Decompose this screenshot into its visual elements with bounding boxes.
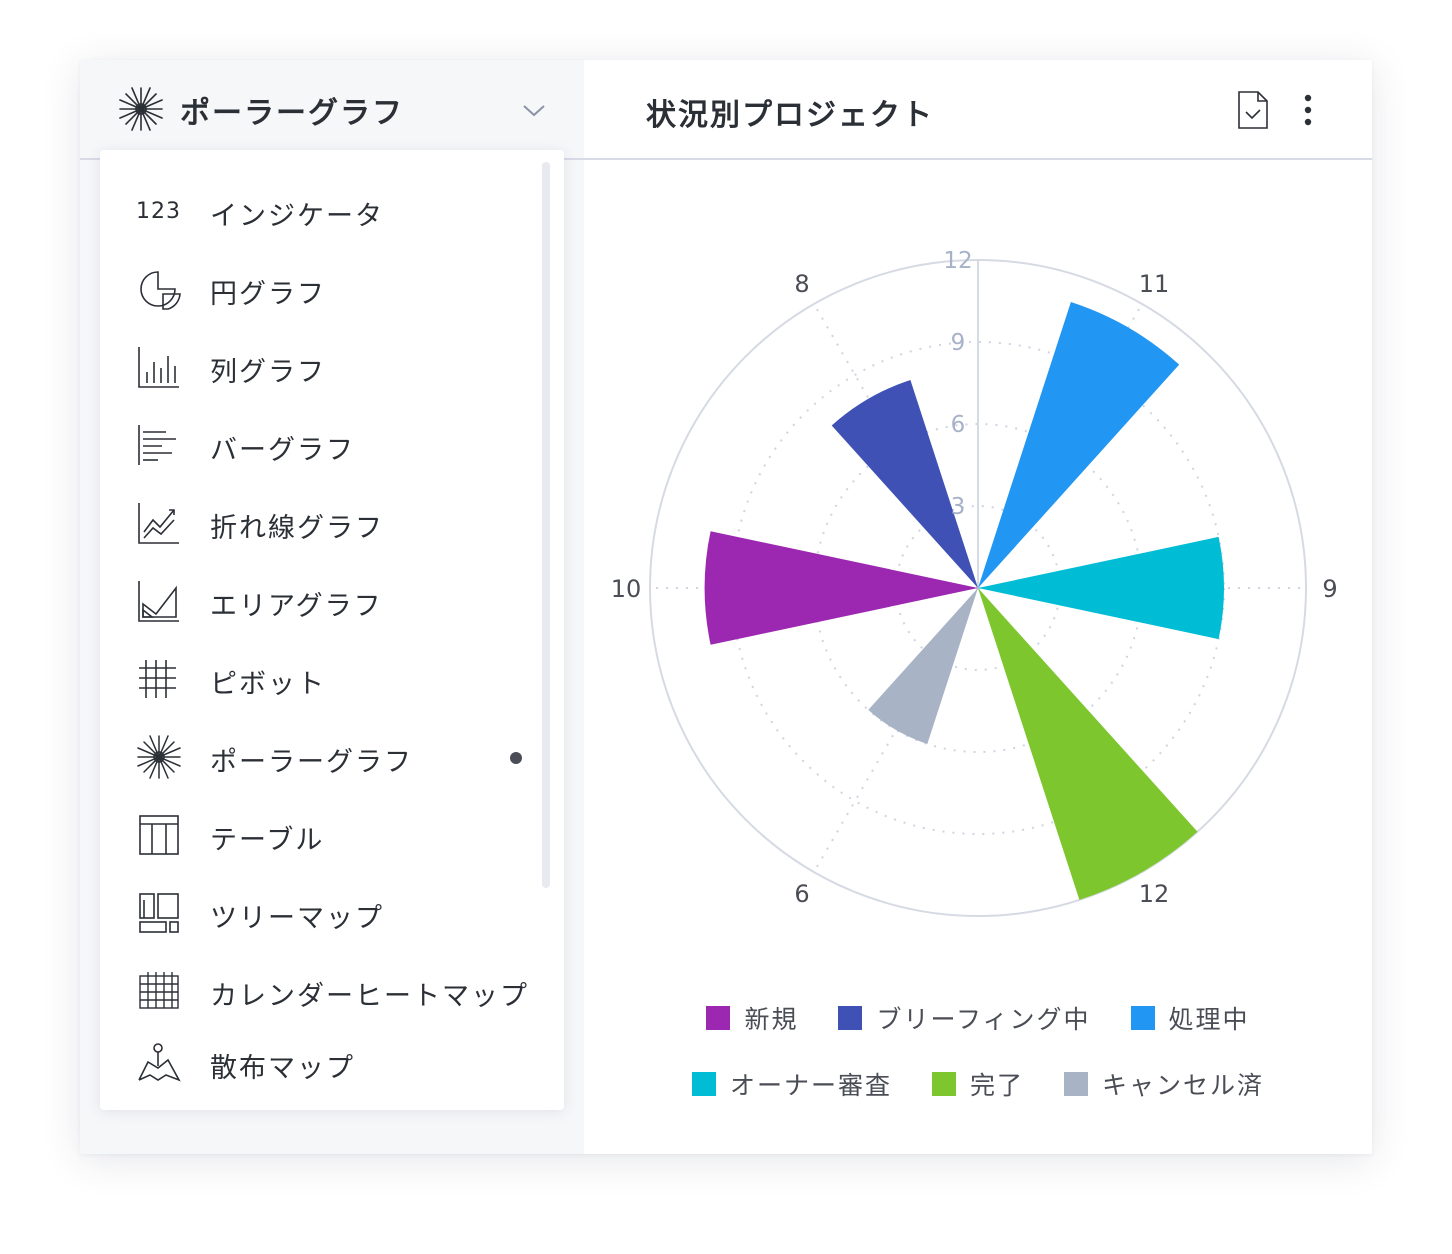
legend-item[interactable]: 新規 [706, 998, 798, 1038]
calendar-heatmap-icon [136, 968, 182, 1014]
polar-wedge[interactable] [704, 531, 978, 645]
wedge-value-label: 9 [1322, 575, 1337, 603]
polar-wedge[interactable] [978, 302, 1180, 588]
menu-item-label: 列グラフ [210, 357, 326, 388]
menu-item-label: インジケータ [210, 201, 384, 232]
radial-tick-label: 3 [951, 494, 966, 520]
legend-swatch [1064, 1072, 1088, 1096]
menu-item-label: 円グラフ [210, 279, 326, 310]
pie-chart-icon [136, 266, 182, 312]
chart-type-selector[interactable]: ポーラーグラフ [80, 60, 584, 160]
chart-header: 状況別プロジェクト [584, 60, 1372, 160]
polar-chart-widget: ポーラーグラフ 123 インジケータ [80, 60, 1372, 1154]
indicator-icon: 123 [136, 198, 181, 224]
menu-item-table[interactable]: テーブル [100, 800, 540, 870]
menu-item-scatter-map[interactable]: 散布マップ [100, 1028, 540, 1098]
radial-tick-label: 6 [951, 412, 966, 438]
legend-item[interactable]: ブリーフィング中 [838, 998, 1090, 1038]
legend-label: 新規 [744, 1005, 799, 1034]
menu-item-calendar-heatmap[interactable]: カレンダーヒートマップ [100, 956, 540, 1026]
bar-chart-icon [136, 422, 182, 468]
legend-swatch [1130, 1006, 1155, 1030]
column-chart-icon [136, 344, 182, 390]
legend-label: オーナー審査 [729, 1071, 892, 1100]
legend-label: キャンセル済 [1102, 1071, 1265, 1100]
menu-item-label: ピボット [210, 669, 326, 700]
polar-chart: 10 8 11 9 12 6 3 6 9 12 [611, 248, 1338, 917]
legend-row: オーナー審査 完了 キャンセル済 [584, 1064, 1372, 1104]
line-chart-icon [136, 500, 182, 546]
chevron-down-icon[interactable] [520, 100, 548, 120]
polar-wedge[interactable] [978, 588, 1198, 900]
legend-item[interactable]: オーナー審査 [691, 1064, 892, 1104]
treemap-icon [136, 890, 182, 936]
legend-label: 処理中 [1168, 1005, 1250, 1034]
legend-item[interactable]: キャンセル済 [1064, 1064, 1264, 1104]
polar-chart-icon [136, 734, 182, 780]
menu-item-label: エリアグラフ [210, 591, 383, 622]
chart-legend: 新規 ブリーフィング中 処理中 オーナー審査 完了 [584, 990, 1372, 1130]
menu-item-bar-chart[interactable]: バーグラフ [100, 410, 540, 480]
menu-item-indicator[interactable]: 123 インジケータ [100, 176, 540, 246]
radial-tick-label: 12 [943, 248, 972, 274]
chart-panel: 状況別プロジェクト 10 8 11 9 12 6 3 6 9 12 新規 [584, 60, 1372, 1154]
wedge-value-label: 11 [1139, 270, 1170, 298]
polar-grid-ring [731, 341, 1225, 835]
menu-item-label: ツリーマップ [210, 903, 384, 934]
menu-item-line-chart[interactable]: 折れ線グラフ [100, 488, 540, 558]
menu-item-label: ポーラーグラフ [210, 747, 413, 778]
polar-wedge[interactable] [868, 588, 978, 744]
legend-swatch [838, 1006, 863, 1030]
dropdown-scrollbar[interactable] [542, 162, 550, 888]
menu-item-pie-chart[interactable]: 円グラフ [100, 254, 540, 324]
menu-item-label: カレンダーヒートマップ [210, 981, 529, 1012]
menu-item-label: 散布マップ [210, 1053, 355, 1084]
pivot-icon [136, 656, 182, 702]
menu-item-column-chart[interactable]: 列グラフ [100, 332, 540, 402]
wedge-value-label: 12 [1139, 880, 1170, 908]
more-vertical-icon[interactable] [1296, 90, 1320, 130]
menu-item-area-chart[interactable]: エリアグラフ [100, 566, 540, 636]
wedge-value-label: 6 [794, 880, 809, 908]
menu-item-label: テーブル [210, 825, 325, 856]
polar-wedge[interactable] [978, 536, 1224, 640]
menu-item-label: バーグラフ [210, 435, 355, 466]
polar-chart-icon [119, 87, 163, 131]
table-icon [136, 812, 182, 858]
wedge-value-label: 10 [611, 575, 642, 603]
chart-title: 状況別プロジェクト [646, 98, 934, 133]
legend-swatch [931, 1072, 956, 1096]
export-file-icon[interactable] [1236, 90, 1270, 130]
menu-item-label: 折れ線グラフ [210, 513, 384, 544]
legend-label: 完了 [969, 1071, 1024, 1100]
legend-item[interactable]: 処理中 [1130, 998, 1250, 1038]
selected-indicator-dot [510, 752, 522, 764]
menu-item-polar-chart[interactable]: ポーラーグラフ [100, 722, 540, 792]
legend-label: ブリーフィング中 [876, 1005, 1091, 1034]
menu-item-treemap[interactable]: ツリーマップ [100, 878, 540, 948]
radial-tick-label: 9 [951, 330, 966, 356]
selected-chart-type: ポーラーグラフ [180, 96, 404, 131]
legend-swatch [706, 1006, 731, 1030]
legend-item[interactable]: 完了 [931, 1064, 1024, 1104]
menu-item-pivot[interactable]: ピボット [100, 644, 540, 714]
wedge-value-label: 8 [794, 270, 809, 298]
area-chart-icon [136, 578, 182, 624]
legend-swatch [691, 1072, 716, 1096]
scatter-map-icon [136, 1040, 182, 1086]
chart-type-dropdown: 123 インジケータ 円グラフ [100, 150, 564, 1110]
legend-row: 新規 ブリーフィング中 処理中 [584, 998, 1372, 1038]
chart-type-panel: ポーラーグラフ 123 インジケータ [80, 60, 585, 1154]
polar-wedge[interactable] [831, 380, 978, 588]
